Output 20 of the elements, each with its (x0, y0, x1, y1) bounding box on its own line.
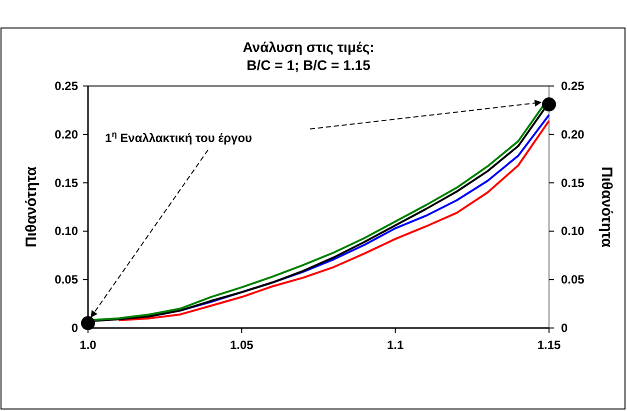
x-tick-label: 1.15 (537, 338, 561, 352)
y-tick-label: 0.05 (54, 272, 78, 287)
y-tick-label: 0.25 (54, 79, 78, 93)
chart-title: Ανάλυση στις τιμές: B/C = 1; B/C = 1.15 (242, 39, 374, 73)
y-tick-label: 0.20 (54, 127, 78, 142)
y2-tick-label: 0.05 (561, 272, 585, 287)
y2-axis-title: Πιθανότητα (598, 166, 615, 248)
x-tick-label: 1.0 (80, 338, 97, 352)
x-tick-label: 1.05 (230, 338, 254, 352)
annotation: 1$^{η}$ Εναλλακτική του έργου (105, 129, 252, 145)
y2-tick-label: 0 (561, 321, 568, 335)
y2-tick-label: 0.25 (561, 79, 585, 93)
y-axis-title: Πιθανότητα (23, 166, 40, 248)
x-tick-label: 1.1 (386, 338, 404, 352)
y2-tick-label: 0.15 (561, 176, 585, 190)
y-tick-label: 0 (71, 321, 78, 335)
y2-tick-label: 0.10 (561, 224, 585, 238)
y-tick-label: 0.15 (54, 176, 78, 190)
y-tick-label: 0.10 (54, 224, 78, 238)
y2-tick-label: 0.20 (561, 127, 585, 142)
